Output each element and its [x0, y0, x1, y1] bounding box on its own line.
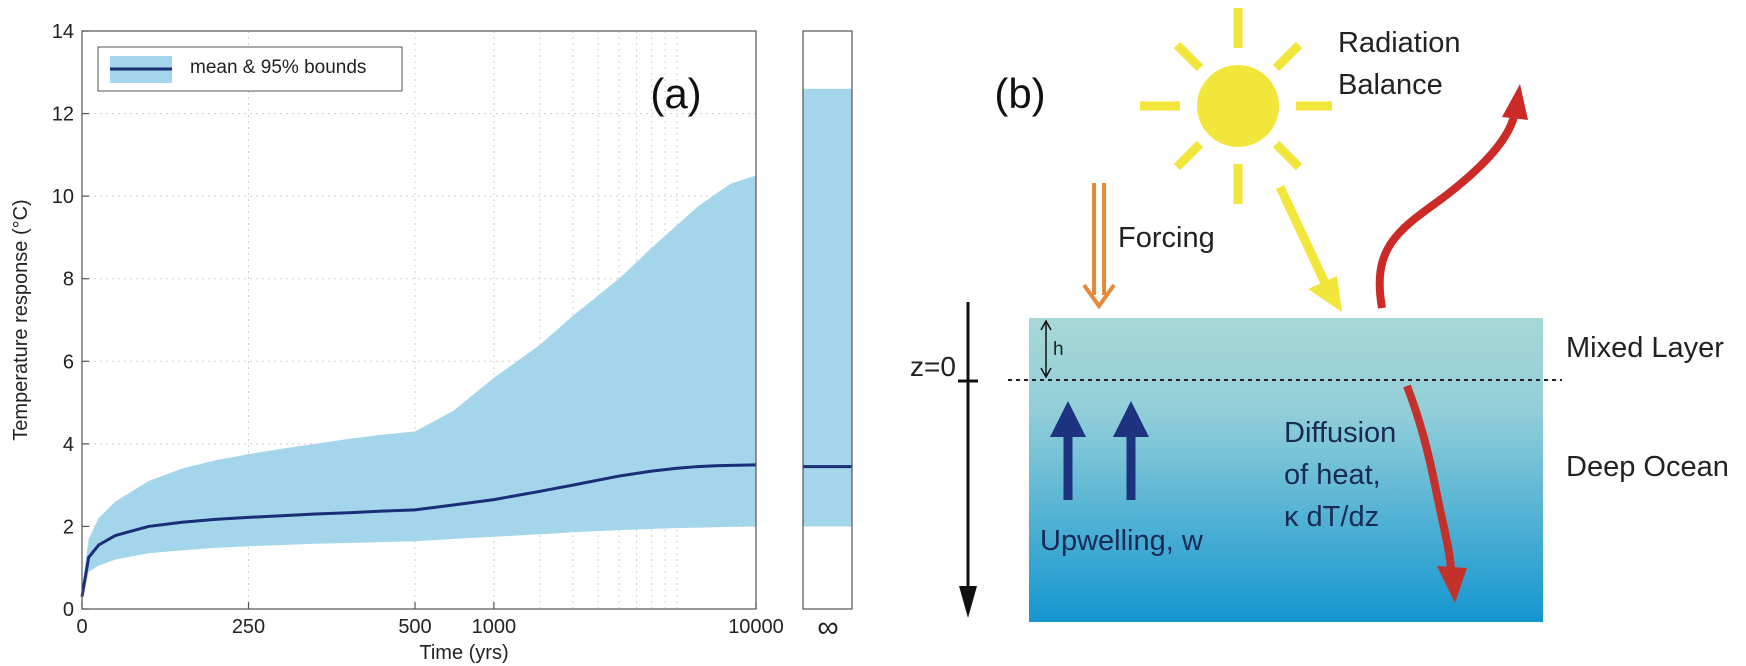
forcing-label: Forcing [1118, 222, 1215, 254]
x-tick-label: 500 [398, 616, 431, 638]
diffusion-label-line3: κ dT/dz [1284, 501, 1379, 533]
panel-a-label: (a) [650, 70, 701, 117]
mixed-layer-label: Mixed Layer [1566, 332, 1724, 364]
infinity-label: ∞ [817, 611, 838, 644]
solar-radiation-arrow [1280, 187, 1342, 312]
y-tick-label: 8 [63, 269, 74, 291]
y-tick-label: 4 [63, 434, 74, 456]
depth-axis-arrow [958, 302, 978, 618]
panel-b-diagram: (b) [910, 8, 1729, 622]
panel-b-label: (b) [994, 70, 1045, 117]
forcing-arrow [1084, 183, 1114, 306]
x-tick-label: 10000 [728, 616, 784, 638]
h-label: h [1053, 339, 1064, 360]
y-tick-label: 0 [63, 599, 74, 621]
legend: mean & 95% bounds [98, 47, 402, 91]
radiation-balance-label-line1: Radiation [1338, 27, 1461, 59]
y-tick-label: 6 [63, 351, 74, 373]
panel-a-chart: 0 2 4 6 8 10 12 14 0 250 500 1000 10000 mean & 95% b… [10, 21, 852, 664]
legend-label: mean & 95% bounds [190, 57, 366, 78]
equilibrium-band [803, 89, 852, 527]
upwelling-label: Upwelling, w [1040, 525, 1204, 557]
radiation-balance-label-line2: Balance [1338, 69, 1443, 101]
y-axis-label: Temperature response (°C) [10, 199, 32, 440]
x-tick-label: 250 [232, 616, 265, 638]
x-tick-label: 1000 [472, 616, 517, 638]
diffusion-label-line2: of heat, [1284, 459, 1381, 491]
x-axis-label: Time (yrs) [419, 642, 508, 664]
x-tick-label: 0 [76, 616, 87, 638]
confidence-band [82, 176, 756, 601]
y-tick-label: 10 [52, 186, 74, 208]
z0-label: z=0 [910, 351, 956, 382]
deep-ocean-label: Deep Ocean [1566, 451, 1729, 483]
y-tick-label: 2 [63, 516, 74, 538]
sun-icon [1140, 8, 1332, 204]
y-tick-label: 12 [52, 104, 74, 126]
diffusion-label-line1: Diffusion [1284, 417, 1396, 449]
y-tick-label: 14 [52, 21, 74, 43]
outgoing-radiation-arrow [1380, 84, 1528, 308]
